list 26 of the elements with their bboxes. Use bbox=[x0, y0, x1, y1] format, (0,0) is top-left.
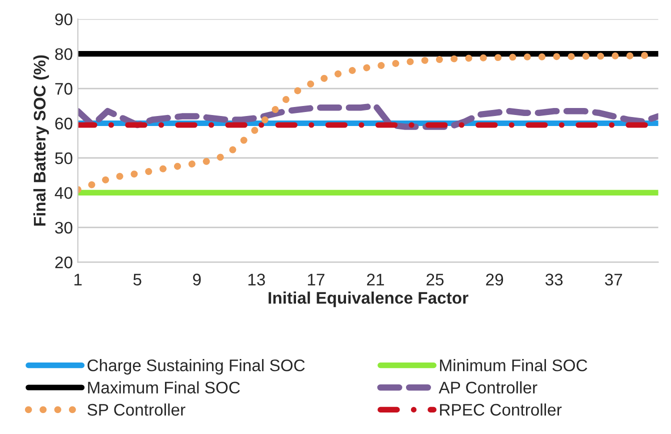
legend-label: SP Controller bbox=[88, 403, 186, 416]
y-tick-label: 50 bbox=[55, 152, 72, 164]
x-tick-label: 5 bbox=[133, 274, 142, 286]
y-tick-label: 80 bbox=[55, 48, 72, 60]
x-tick-label: 9 bbox=[193, 274, 201, 286]
y-axis-title: Final Battery SOC (%) bbox=[33, 55, 49, 226]
y-tick-label: 60 bbox=[55, 118, 72, 130]
legend-label: Minimum Final SOC bbox=[440, 359, 588, 372]
x-tick-label: 21 bbox=[367, 274, 384, 286]
y-tick-label: 90 bbox=[55, 13, 72, 26]
x-tick-label: 1 bbox=[74, 274, 82, 286]
x-tick-label: 33 bbox=[545, 274, 563, 286]
x-tick-label: 25 bbox=[426, 274, 444, 286]
x-tick-label: 37 bbox=[604, 274, 622, 286]
legend-label: AP Controller bbox=[438, 381, 538, 394]
legend-label: Maximum Final SOC bbox=[88, 381, 240, 394]
x-tick-label: 13 bbox=[248, 274, 265, 286]
x-axis-title: Initial Equivalence Factor bbox=[268, 292, 468, 308]
y-tick-label: 70 bbox=[55, 82, 72, 95]
x-tick-label: 17 bbox=[308, 274, 324, 286]
y-tick-label: 20 bbox=[55, 256, 72, 268]
y-tick-label: 30 bbox=[55, 222, 72, 234]
x-tick-label: 29 bbox=[486, 274, 504, 286]
legend-label: RPEC Controller bbox=[440, 403, 562, 416]
y-tick-label: 40 bbox=[54, 187, 72, 199]
legend-label: Charge Sustaining Final SOC bbox=[88, 359, 305, 375]
